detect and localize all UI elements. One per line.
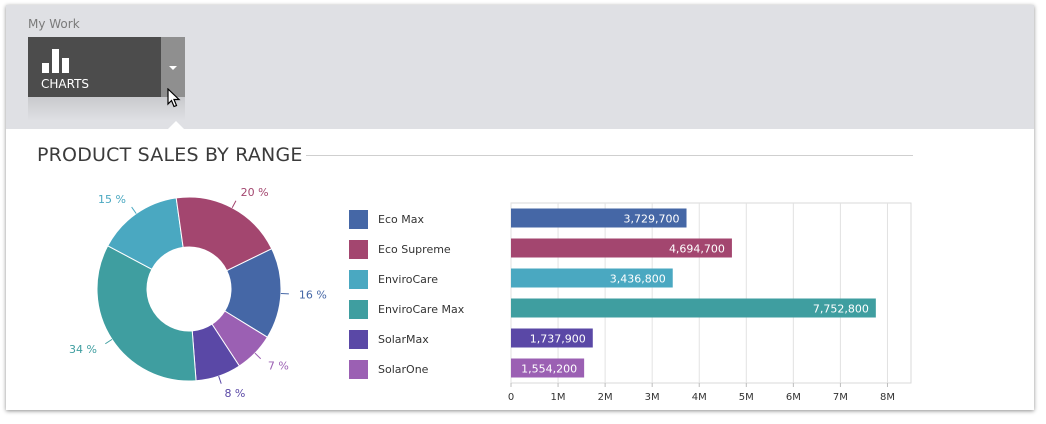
plot-area xyxy=(510,202,912,384)
bar-data-label: 1,737,900 xyxy=(530,333,586,346)
legend-label: Eco Max xyxy=(378,213,424,226)
header-band: My Work CHARTS xyxy=(6,5,1034,129)
mouse-cursor-icon xyxy=(167,88,181,108)
bar-data-label: 4,694,700 xyxy=(669,243,725,256)
x-tick-label: 3M xyxy=(645,392,660,403)
x-tick-label: 2M xyxy=(598,392,613,403)
legend-swatch xyxy=(349,240,368,259)
donut-label-connector xyxy=(254,352,262,360)
donut-data-label: 15 % xyxy=(98,193,126,206)
bar[interactable] xyxy=(511,268,673,288)
legend-item[interactable]: Eco Max xyxy=(349,210,464,240)
caret-down-icon xyxy=(169,66,177,70)
bar[interactable] xyxy=(511,298,876,318)
bar-chart: 0 1M 2M 3M 4M 5M 6M 7M 8M 3,729,700 4,694,700 3,436… xyxy=(508,202,912,403)
charts-button-label: CHARTS xyxy=(41,77,90,91)
legend-item[interactable]: EnviroCare Max xyxy=(349,300,464,330)
x-tick-label: 5M xyxy=(739,392,754,403)
donut-data-label: 16 % xyxy=(299,288,327,301)
title-divider xyxy=(306,155,913,156)
x-tick-label: 4M xyxy=(692,392,707,403)
legend-label: SolarOne xyxy=(378,363,429,376)
bar[interactable] xyxy=(511,328,593,348)
x-tick-label: 6M xyxy=(786,392,801,403)
legend-swatch xyxy=(349,330,368,349)
charts-dropdown-button[interactable] xyxy=(161,37,185,97)
x-tick-label: 0 xyxy=(508,392,514,403)
legend-swatch xyxy=(349,210,368,229)
legend-swatch xyxy=(349,270,368,289)
donut-slice[interactable] xyxy=(175,196,273,272)
legend-item[interactable]: SolarMax xyxy=(349,330,464,360)
donut-slice[interactable] xyxy=(96,245,197,382)
x-tick-label: 1M xyxy=(551,392,566,403)
legend-swatch xyxy=(349,300,368,319)
legend-label: SolarMax xyxy=(378,333,429,346)
donut-label-connector xyxy=(218,375,222,384)
bar-data-label: 3,729,700 xyxy=(624,213,680,226)
legend-item[interactable]: Eco Supreme xyxy=(349,240,464,270)
bar-data-label: 7,752,800 xyxy=(813,303,869,316)
bar-chart-icon xyxy=(42,49,69,73)
donut-chart: 16 % 7 % 8 % 34 % 15 % 20 % xyxy=(69,186,327,400)
chart-title: PRODUCT SALES BY RANGE xyxy=(37,144,303,166)
bar[interactable] xyxy=(511,208,687,228)
bar-data-label: 3,436,800 xyxy=(610,273,666,286)
button-shadow xyxy=(28,97,185,121)
donut-data-label: 7 % xyxy=(268,360,289,373)
legend-label: EnviroCare xyxy=(378,273,438,286)
legend-item[interactable]: EnviroCare xyxy=(349,270,464,300)
legend-label: Eco Supreme xyxy=(378,243,451,256)
donut-label-connector xyxy=(105,338,113,345)
dropdown-pointer xyxy=(168,121,184,129)
x-tick-label: 7M xyxy=(833,392,848,403)
bar[interactable] xyxy=(511,358,585,378)
charts-button[interactable]: CHARTS xyxy=(28,37,161,97)
section-label: My Work xyxy=(28,17,80,31)
x-tick-label: 8M xyxy=(880,392,895,403)
legend-label: EnviroCare Max xyxy=(378,303,465,316)
donut-data-label: 8 % xyxy=(224,387,245,400)
dashboard-panel: My Work CHARTS PRODUCT SALES BY RANGE 16… xyxy=(6,5,1034,410)
bar-data-label: 1,554,200 xyxy=(521,363,577,376)
donut-data-label: 34 % xyxy=(69,343,97,356)
legend-item[interactable]: SolarOne xyxy=(349,360,464,390)
chart-legend: Eco Max Eco Supreme EnviroCare EnviroCar… xyxy=(349,210,464,390)
donut-label-connector xyxy=(131,206,137,214)
legend-swatch xyxy=(349,360,368,379)
donut-label-connector xyxy=(231,200,237,209)
bar[interactable] xyxy=(511,238,732,258)
donut-data-label: 20 % xyxy=(241,186,269,199)
